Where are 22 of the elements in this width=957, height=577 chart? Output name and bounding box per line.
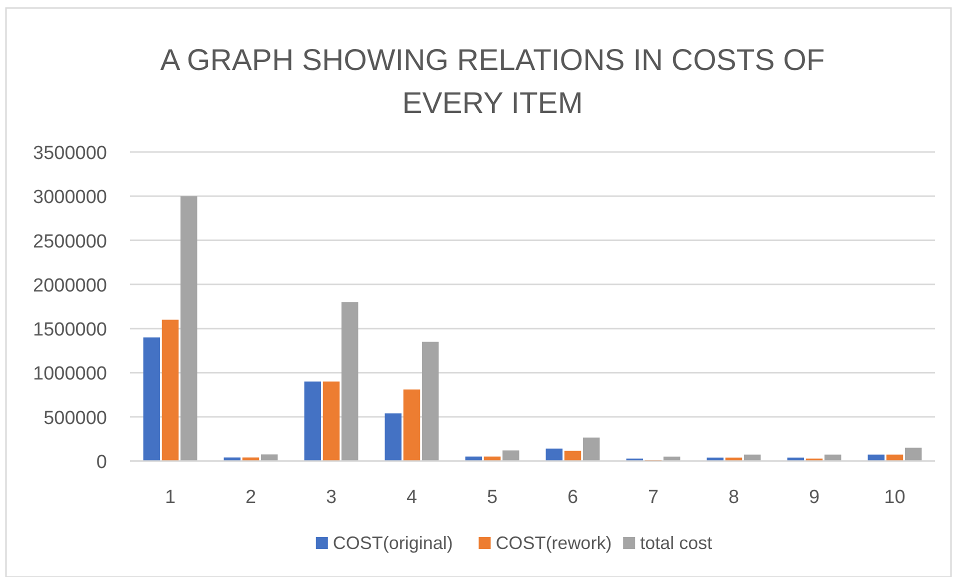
y-tick-label: 3500000	[33, 143, 107, 164]
x-tick-label: 10	[884, 487, 906, 508]
y-tick-label: 2500000	[33, 231, 107, 252]
x-tick-label: 3	[326, 487, 337, 508]
x-tick-label: 6	[567, 487, 578, 508]
y-tick-label: 0	[96, 452, 107, 473]
legend-label: COST(original)	[332, 533, 453, 553]
legend-label: COST(rework)	[496, 533, 612, 553]
y-tick-label: 1000000	[33, 364, 107, 385]
legend-label: total cost	[640, 533, 712, 553]
x-tick-label: 4	[406, 487, 418, 508]
x-tick-label: 7	[648, 487, 659, 508]
x-tick-label: 9	[808, 487, 820, 508]
y-tick-label: 2000000	[33, 275, 107, 296]
x-tick-label: 5	[486, 487, 498, 508]
chart-title: A GRAPH SHOWING RELATIONS IN COSTS OF EVERY ITEM	[160, 44, 825, 120]
x-tick-label: 1	[164, 487, 176, 508]
x-tick-label: 2	[245, 487, 256, 508]
y-tick-label: 3000000	[33, 187, 107, 208]
y-tick-label: 500000	[44, 408, 107, 429]
y-tick-label: 1500000	[33, 320, 107, 341]
x-tick-label: 8	[728, 487, 740, 508]
